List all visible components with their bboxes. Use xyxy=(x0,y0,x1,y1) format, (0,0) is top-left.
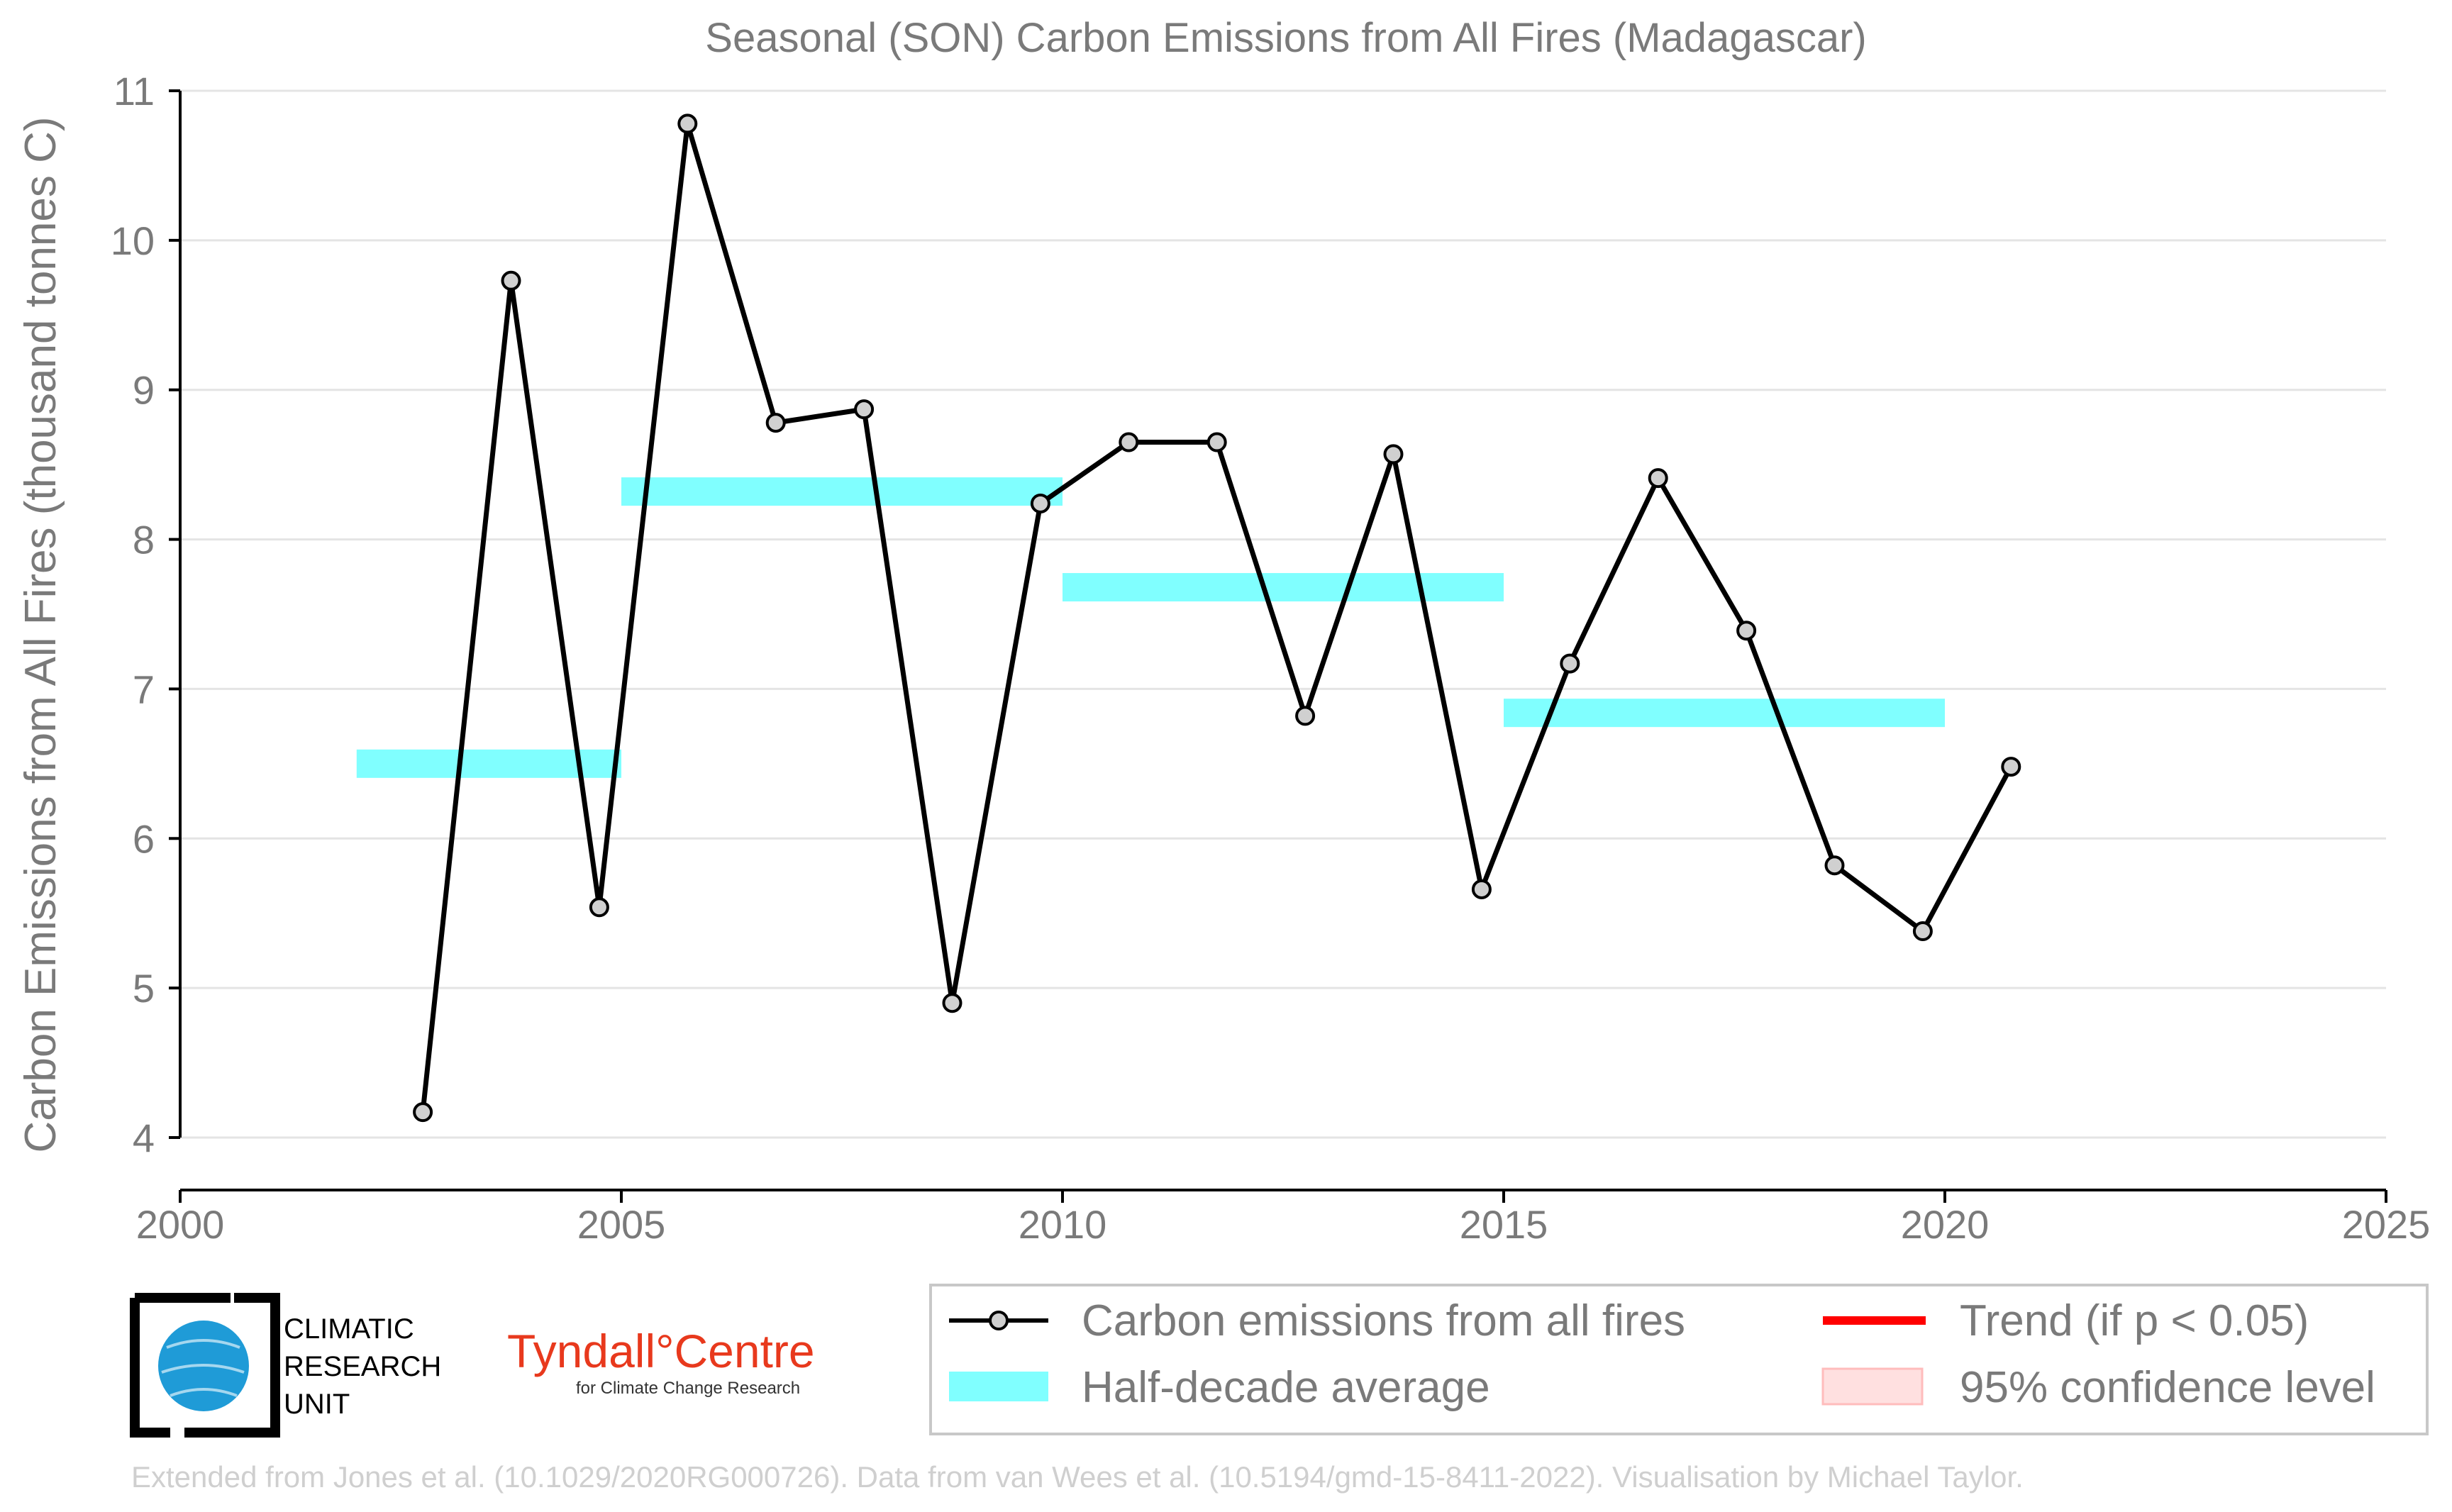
data-point xyxy=(1206,432,1227,452)
data-point xyxy=(942,993,963,1013)
y-tick-label: 8 xyxy=(133,518,155,562)
legend-label-average: Half-decade average xyxy=(1082,1363,1490,1412)
gridlines xyxy=(180,89,2386,1139)
emissions-line xyxy=(420,121,2014,1113)
data-point xyxy=(413,1102,433,1123)
data-point xyxy=(1295,706,1316,726)
axes xyxy=(169,89,2387,1203)
y-tick-label: 6 xyxy=(133,816,155,861)
tick-labels: 4 5 6 7 8 9 10 11 2000 2005 2010 2015 2020 2025 xyxy=(111,69,2431,1247)
x-tick-label: 2025 xyxy=(2342,1202,2431,1247)
globe-lines-icon xyxy=(161,1339,245,1397)
data-point xyxy=(1912,921,1933,942)
legend: Carbon emissions from all fires Half-dec… xyxy=(929,1284,2429,1435)
tyndall-logo: Tyndall°Centre for Climate Change Resear… xyxy=(507,1325,815,1398)
half-decade-average-bar xyxy=(621,477,1063,506)
x-tick-label: 2015 xyxy=(1460,1202,1548,1247)
y-tick-label: 5 xyxy=(133,966,155,1011)
series-markers xyxy=(413,113,2021,1123)
footer-credit: Extended from Jones et al. (10.1029/2020… xyxy=(131,1460,2024,1494)
y-tick-label: 9 xyxy=(133,368,155,413)
data-point xyxy=(1119,432,1139,452)
data-point xyxy=(854,399,875,420)
tyndall-subtitle: for Climate Change Research xyxy=(576,1379,800,1398)
x-tick-label: 2010 xyxy=(1019,1202,1107,1247)
x-tick-label: 2020 xyxy=(1901,1202,1990,1247)
legend-label-trend: Trend (if p < 0.05) xyxy=(1960,1296,2309,1345)
data-point xyxy=(1030,493,1050,513)
y-tick-label: 7 xyxy=(133,667,155,711)
data-point xyxy=(677,113,698,134)
half-decade-average-bar xyxy=(1504,699,1945,728)
half-decade-average-bars xyxy=(356,477,1945,778)
data-point xyxy=(1471,879,1492,899)
half-decade-average-bar xyxy=(1063,573,1504,602)
data-point xyxy=(589,897,609,918)
chart-title: Seasonal (SON) Carbon Emissions from All… xyxy=(705,15,1866,61)
x-tick-label: 2000 xyxy=(136,1202,225,1247)
cru-text-line-3: UNIT xyxy=(284,1389,350,1420)
data-point xyxy=(2001,757,2021,777)
data-point xyxy=(1383,444,1404,465)
x-tick-label: 2005 xyxy=(577,1202,666,1247)
data-point xyxy=(765,413,786,433)
legend-confidence-swatch xyxy=(1821,1367,1924,1406)
series-line xyxy=(420,121,2014,1113)
cru-text-line-2: RESEARCH xyxy=(284,1351,441,1382)
cru-text-line-1: CLIMATIC xyxy=(284,1313,414,1345)
tyndall-title: Tyndall°Centre xyxy=(507,1325,815,1377)
data-point xyxy=(1648,468,1668,489)
data-point xyxy=(501,270,521,291)
cru-logo: CLIMATIC RESEARCH UNIT xyxy=(130,1293,441,1438)
y-axis-label: Carbon Emissions from All Fires (thousan… xyxy=(16,116,65,1152)
y-tick-label: 4 xyxy=(133,1116,155,1160)
legend-label-confidence: 95% confidence level xyxy=(1960,1363,2375,1412)
cru-frame-icon xyxy=(130,1293,280,1438)
legend-label-series: Carbon emissions from all fires xyxy=(1082,1296,1685,1345)
data-point xyxy=(1736,621,1757,641)
legend-marker-swatch xyxy=(989,1311,1009,1330)
legend-frame xyxy=(929,1284,2429,1435)
legend-average-swatch xyxy=(949,1372,1048,1401)
y-tick-label: 10 xyxy=(111,218,155,263)
data-point xyxy=(1824,855,1845,876)
y-tick-label: 11 xyxy=(113,69,155,113)
data-point xyxy=(1560,653,1580,674)
